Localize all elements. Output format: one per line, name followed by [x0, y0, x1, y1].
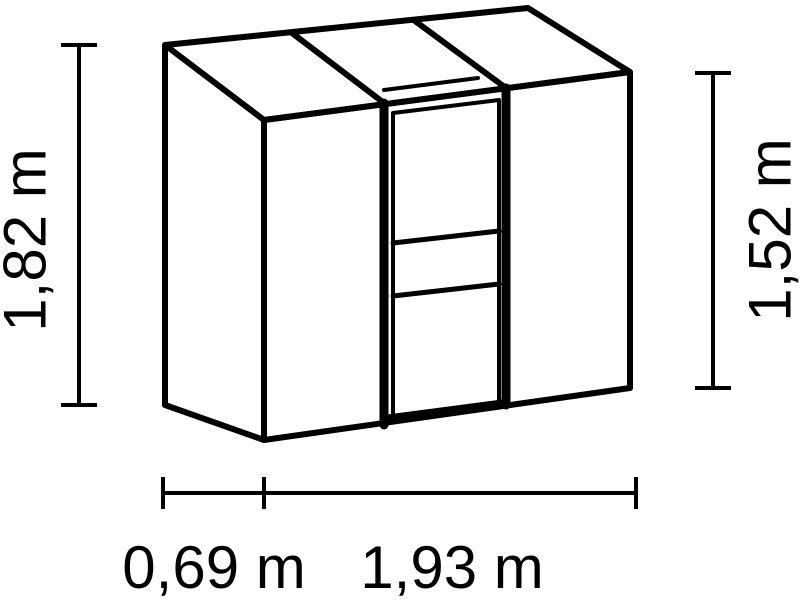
roof-vent-line: [384, 78, 478, 90]
door-panel-rail-1: [393, 231, 499, 243]
side-wall: [165, 45, 264, 440]
dimension-horizontal: [163, 479, 636, 507]
front-wall: [264, 72, 630, 440]
height-right-label: 1,52 m: [737, 138, 800, 321]
dimension-height-left: [63, 45, 95, 405]
greenhouse-drawing: [165, 8, 630, 440]
roof-rafter-left: [292, 33, 384, 103]
width-label: 1,93 m: [360, 534, 543, 600]
door-frame: [384, 88, 506, 425]
height-left-label: 1,82 m: [0, 148, 59, 331]
door-leaf: [393, 100, 499, 418]
door-panel-rail-2: [393, 284, 499, 296]
dimension-height-right: [697, 73, 729, 388]
depth-label: 0,69 m: [122, 534, 305, 600]
roof-rafter-right: [415, 21, 506, 88]
